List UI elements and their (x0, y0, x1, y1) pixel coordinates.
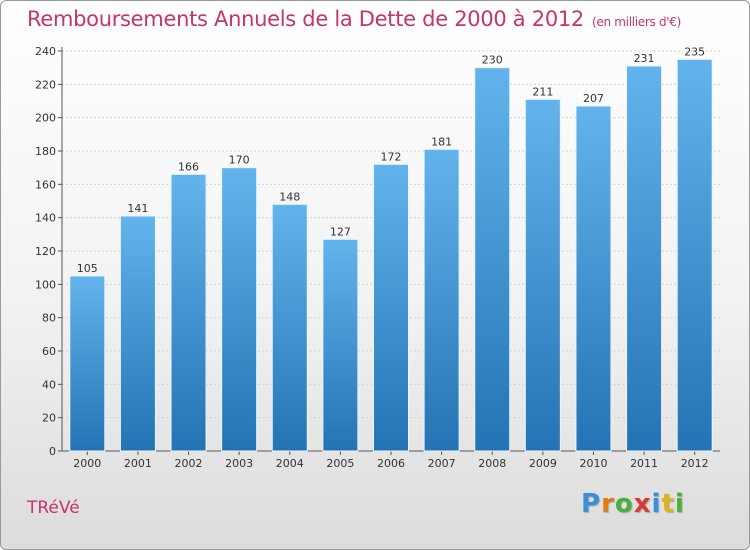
y-tick-label: 200 (35, 112, 56, 125)
logo-letter: t (661, 489, 675, 519)
labels: 0 20 40 60 80 100 120 140 160 180 200 220 240 105 2000… (35, 45, 709, 470)
bars (69, 58, 713, 452)
x-tick-label-2004: 2004 (276, 457, 304, 470)
value-label-2002: 166 (178, 160, 199, 173)
value-label-2006: 172 (381, 150, 402, 163)
logo-letter: o (614, 489, 634, 519)
commune-name: TRéVé (27, 498, 80, 518)
bar-2007[interactable] (423, 148, 460, 452)
bar-2005[interactable] (322, 238, 359, 452)
title-text: Remboursements Annuels de la Dette de 20… (27, 7, 584, 31)
x-tick-label-2000: 2000 (73, 457, 101, 470)
value-label-2003: 170 (229, 154, 250, 167)
x-tick-label-2012: 2012 (681, 457, 709, 470)
value-label-2000: 105 (77, 262, 98, 275)
bar-2004[interactable] (271, 203, 308, 452)
value-label-2008: 230 (482, 54, 503, 67)
value-label-2011: 231 (634, 52, 655, 65)
y-tick-label: 60 (42, 345, 56, 358)
bar-2008[interactable] (474, 67, 511, 452)
value-label-2004: 148 (279, 190, 300, 203)
x-tick-label-2007: 2007 (428, 457, 456, 470)
bar-2012[interactable] (676, 58, 713, 452)
bar-2003[interactable] (221, 167, 258, 452)
y-tick-label: 120 (35, 245, 56, 258)
x-tick-label-2008: 2008 (478, 457, 506, 470)
chart-title: Remboursements Annuels de la Dette de 20… (27, 7, 681, 31)
x-tick-label-2002: 2002 (175, 457, 203, 470)
bar-2001[interactable] (119, 215, 156, 452)
bar-2009[interactable] (524, 98, 561, 452)
y-tick-label: 0 (49, 445, 56, 458)
value-label-2007: 181 (431, 135, 452, 148)
y-tick-label: 140 (35, 212, 56, 225)
y-tick-label: 40 (42, 378, 56, 391)
logo-letter: x (633, 489, 652, 519)
logo-letter: r (601, 489, 615, 519)
value-label-2012: 235 (684, 45, 705, 58)
y-tick-label: 80 (42, 312, 56, 325)
y-tick-label: 180 (35, 145, 56, 158)
bar-2006[interactable] (373, 163, 409, 452)
x-tick-label-2009: 2009 (529, 457, 557, 470)
proxiti-logo[interactable]: Proxiti (581, 489, 685, 519)
x-tick-label-2006: 2006 (377, 457, 405, 470)
x-tick-label-2005: 2005 (326, 457, 354, 470)
x-tick-label-2010: 2010 (579, 457, 607, 470)
y-tick-label: 160 (35, 178, 56, 191)
y-tick-label: 100 (35, 278, 56, 291)
bar-2002[interactable] (170, 173, 207, 452)
bar-2000[interactable] (69, 275, 106, 452)
value-label-2009: 211 (532, 85, 553, 98)
bar-2011[interactable] (626, 65, 663, 452)
y-tick-label: 240 (35, 45, 56, 58)
x-tick-label-2001: 2001 (124, 457, 152, 470)
value-label-2005: 127 (330, 225, 351, 238)
x-tick-label-2011: 2011 (630, 457, 658, 470)
value-label-2010: 207 (583, 92, 604, 105)
logo-letter: i (674, 489, 685, 519)
x-tick-label-2003: 2003 (225, 457, 253, 470)
y-tick-label: 20 (42, 412, 56, 425)
value-label-2001: 141 (127, 202, 148, 215)
logo-letter: P (581, 489, 602, 519)
bar-2010[interactable] (575, 105, 612, 452)
chart-subtitle: (en milliers d'€) (592, 15, 682, 29)
y-tick-label: 220 (35, 78, 56, 91)
logo-letter: i (651, 489, 662, 519)
